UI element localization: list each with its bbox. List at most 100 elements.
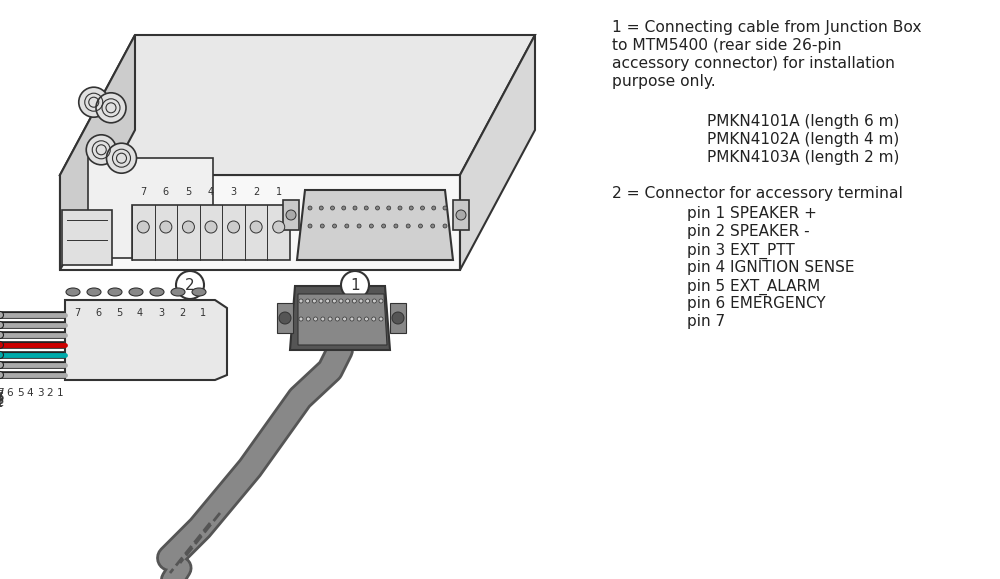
Circle shape [398, 206, 402, 210]
Circle shape [314, 317, 318, 321]
Text: purpose only.: purpose only. [612, 74, 716, 89]
Polygon shape [298, 294, 387, 345]
Text: pin 1 SPEAKER +: pin 1 SPEAKER + [687, 206, 817, 221]
Circle shape [364, 317, 368, 321]
Circle shape [357, 224, 361, 228]
Text: accessory connector) for installation: accessory connector) for installation [612, 56, 895, 71]
Text: 5: 5 [116, 308, 122, 318]
Circle shape [409, 206, 413, 210]
Polygon shape [65, 300, 227, 380]
Circle shape [299, 317, 303, 321]
Text: 3: 3 [37, 388, 43, 398]
Text: 3: 3 [158, 308, 164, 318]
Text: 4: 4 [0, 394, 3, 405]
Text: 7: 7 [0, 388, 3, 398]
Polygon shape [453, 200, 469, 230]
Circle shape [0, 342, 4, 349]
Text: pin 7: pin 7 [687, 314, 725, 329]
Ellipse shape [87, 288, 101, 296]
Circle shape [443, 206, 447, 210]
Circle shape [339, 299, 343, 303]
Polygon shape [88, 158, 212, 258]
Polygon shape [283, 200, 299, 230]
Text: 1 = Connecting cable from Junction Box: 1 = Connecting cable from Junction Box [612, 20, 922, 35]
Ellipse shape [171, 288, 185, 296]
Circle shape [0, 312, 4, 318]
Circle shape [382, 224, 386, 228]
Polygon shape [60, 175, 460, 270]
Circle shape [182, 221, 194, 233]
Circle shape [369, 224, 373, 228]
Circle shape [394, 224, 398, 228]
Circle shape [273, 221, 285, 233]
Polygon shape [60, 35, 135, 270]
Text: 2: 2 [47, 388, 53, 398]
Circle shape [376, 206, 380, 210]
Circle shape [342, 206, 346, 210]
Circle shape [443, 224, 447, 228]
Text: PMKN4102A (length 4 m): PMKN4102A (length 4 m) [707, 131, 899, 146]
Text: 6: 6 [95, 308, 101, 318]
Text: 7: 7 [74, 308, 80, 318]
Polygon shape [297, 190, 453, 260]
Circle shape [299, 299, 303, 303]
Circle shape [346, 299, 350, 303]
Text: 5: 5 [185, 187, 192, 197]
Circle shape [379, 317, 383, 321]
Circle shape [357, 317, 361, 321]
Circle shape [0, 372, 4, 379]
Circle shape [345, 224, 349, 228]
Circle shape [176, 271, 204, 299]
Circle shape [332, 299, 336, 303]
Polygon shape [460, 35, 535, 270]
Circle shape [106, 143, 136, 173]
Circle shape [372, 317, 376, 321]
Ellipse shape [66, 288, 80, 296]
Text: PMKN4103A (length 2 m): PMKN4103A (length 2 m) [707, 149, 899, 164]
Circle shape [366, 299, 370, 303]
Ellipse shape [129, 288, 143, 296]
Ellipse shape [192, 288, 206, 296]
Circle shape [335, 317, 339, 321]
Text: 1: 1 [0, 399, 3, 409]
Text: pin 6 EMERGENCY: pin 6 EMERGENCY [687, 296, 826, 312]
Text: 2: 2 [0, 398, 3, 408]
Circle shape [312, 299, 316, 303]
Circle shape [372, 299, 376, 303]
Circle shape [353, 206, 357, 210]
Text: 2: 2 [253, 187, 259, 197]
Circle shape [321, 317, 325, 321]
Circle shape [431, 224, 435, 228]
Circle shape [0, 361, 4, 368]
Circle shape [319, 299, 323, 303]
Circle shape [420, 206, 424, 210]
Text: pin 4 IGNITION SENSE: pin 4 IGNITION SENSE [687, 261, 854, 275]
Circle shape [228, 221, 240, 233]
Polygon shape [60, 35, 535, 175]
Circle shape [0, 321, 4, 328]
Polygon shape [390, 303, 406, 333]
Text: 5: 5 [0, 393, 3, 403]
Text: pin 5 EXT_ALARM: pin 5 EXT_ALARM [687, 278, 820, 295]
Circle shape [341, 271, 369, 299]
Circle shape [308, 224, 312, 228]
Polygon shape [62, 210, 112, 265]
Circle shape [96, 93, 126, 123]
Polygon shape [277, 303, 293, 333]
Circle shape [326, 299, 330, 303]
Text: pin 3 EXT_PTT: pin 3 EXT_PTT [687, 242, 795, 258]
Text: 2 = Connector for accessory terminal: 2 = Connector for accessory terminal [612, 186, 903, 200]
Circle shape [86, 135, 116, 165]
Circle shape [79, 87, 109, 117]
Circle shape [308, 206, 312, 210]
Text: 4: 4 [27, 388, 33, 398]
Circle shape [306, 299, 310, 303]
Text: 4: 4 [208, 187, 214, 197]
Circle shape [319, 206, 323, 210]
Circle shape [279, 312, 291, 324]
Text: pin 2 SPEAKER -: pin 2 SPEAKER - [687, 224, 810, 239]
Circle shape [328, 317, 332, 321]
Circle shape [432, 206, 436, 210]
Circle shape [359, 299, 363, 303]
Ellipse shape [150, 288, 164, 296]
